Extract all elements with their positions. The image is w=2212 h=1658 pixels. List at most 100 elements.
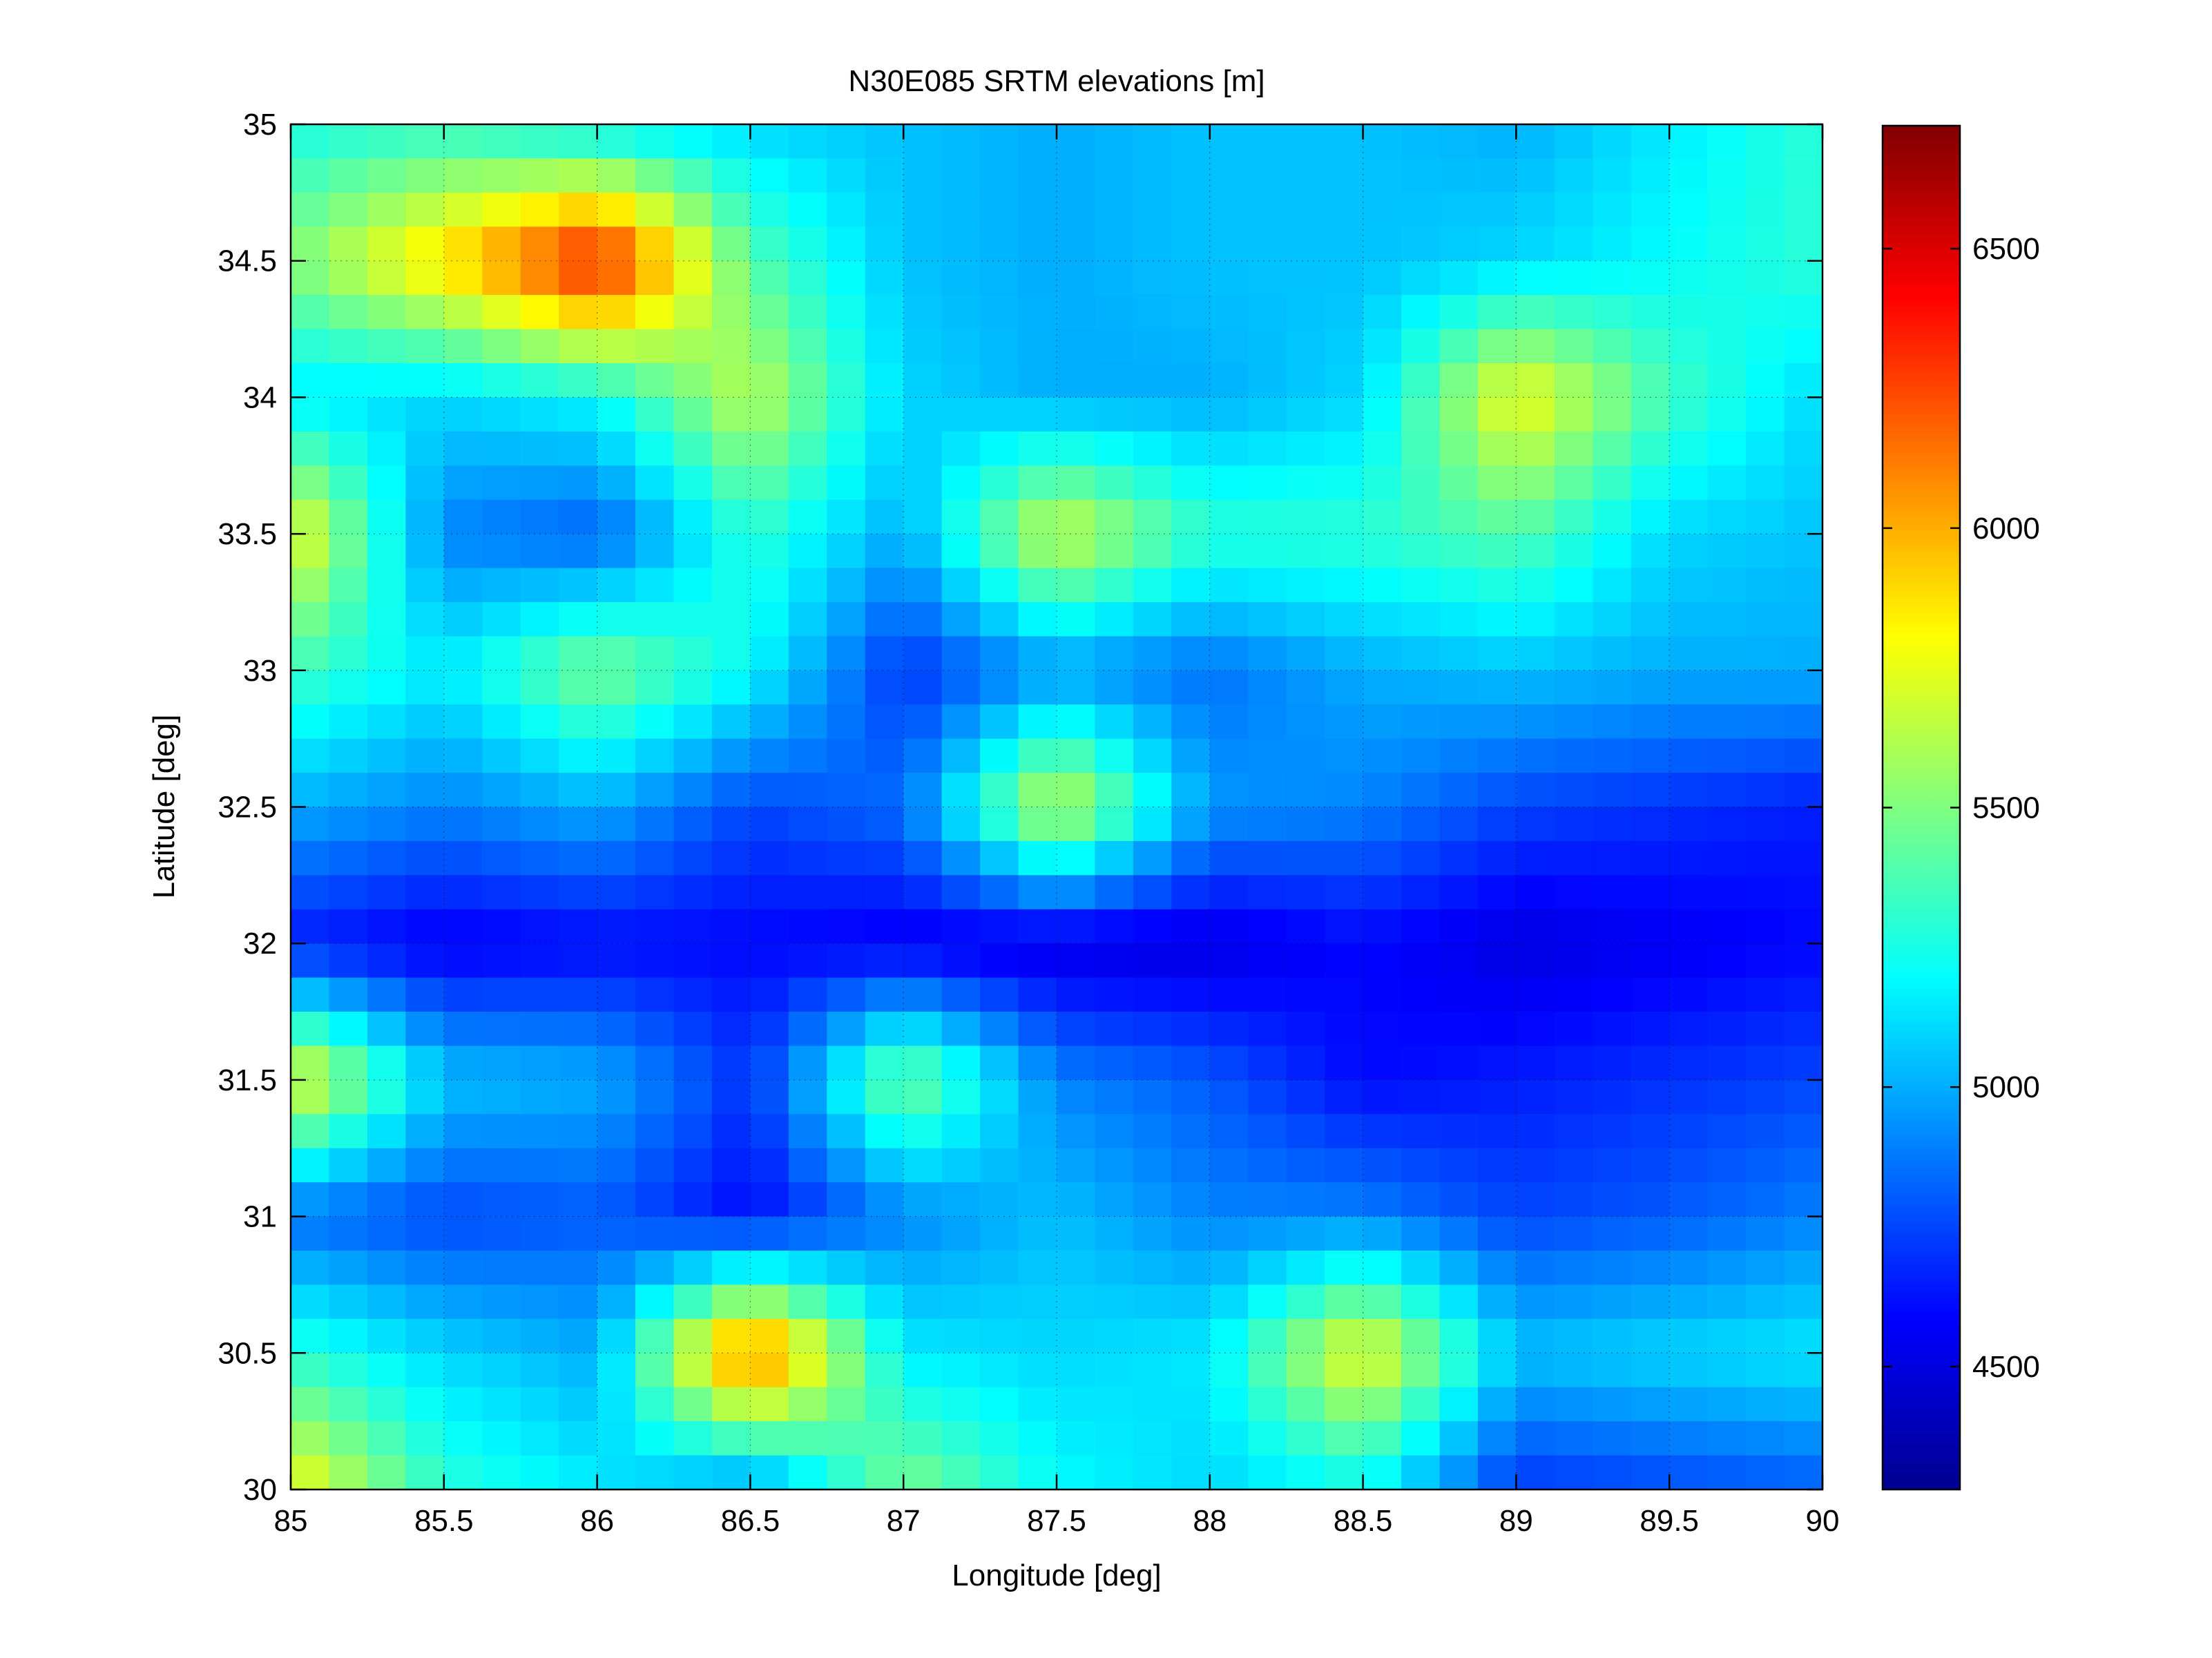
heatmap-cell: [520, 158, 559, 193]
y-tick-label: 35: [243, 108, 277, 142]
heatmap-cell: [1554, 329, 1593, 364]
colorbar-tick-label: 5500: [1972, 791, 2040, 825]
heatmap-cell: [1095, 1079, 1134, 1115]
heatmap-cell: [1669, 226, 1709, 262]
heatmap-cell: [1439, 1079, 1479, 1115]
heatmap-cell: [1171, 397, 1211, 432]
heatmap-cell: [1401, 807, 1441, 842]
heatmap-cell: [1707, 1148, 1747, 1183]
heatmap-cell: [903, 773, 943, 808]
heatmap-cell: [367, 1353, 406, 1388]
heatmap-cell: [1095, 1216, 1134, 1251]
heatmap-cell: [1477, 1148, 1517, 1183]
heatmap-cell: [711, 1148, 751, 1183]
heatmap-cell: [865, 1079, 904, 1115]
heatmap-cell: [941, 1387, 981, 1422]
heatmap-cell: [711, 1353, 751, 1388]
heatmap-cell: [1707, 1455, 1747, 1490]
heatmap-cell: [597, 431, 636, 466]
heatmap-cell: [1477, 636, 1517, 671]
heatmap-cell: [482, 329, 521, 364]
heatmap-cell: [673, 1421, 713, 1456]
heatmap-cell: [443, 1421, 483, 1456]
heatmap-cell: [1209, 295, 1249, 330]
heatmap-cell: [941, 1284, 981, 1320]
heatmap-cell: [711, 1079, 751, 1115]
heatmap-cell: [1401, 1182, 1441, 1217]
heatmap-cell: [635, 1353, 675, 1388]
heatmap-cell: [788, 704, 827, 740]
heatmap-cell: [903, 807, 943, 842]
heatmap-cell: [443, 499, 483, 534]
heatmap-cell: [443, 704, 483, 740]
heatmap-cell: [1018, 1148, 1057, 1183]
heatmap-cell: [1746, 807, 1785, 842]
heatmap-cell: [559, 158, 598, 193]
heatmap-cell: [520, 226, 559, 262]
heatmap-cell: [1057, 1114, 1096, 1149]
heatmap-cell: [1209, 840, 1249, 876]
heatmap-cell: [980, 807, 1019, 842]
heatmap-cell: [1095, 465, 1134, 501]
heatmap-cell: [520, 124, 559, 160]
heatmap-cell: [1516, 158, 1555, 193]
heatmap-cell: [1516, 1421, 1555, 1456]
heatmap-cell: [980, 363, 1019, 398]
heatmap-cell: [980, 568, 1019, 603]
heatmap-cell: [1746, 465, 1785, 501]
heatmap-cell: [1669, 568, 1709, 603]
heatmap-cell: [750, 704, 789, 740]
heatmap-cell: [1784, 1284, 1823, 1320]
heatmap-cell: [1516, 465, 1555, 501]
heatmap-cell: [1133, 1012, 1172, 1047]
heatmap-cell: [865, 568, 904, 603]
heatmap-cell: [482, 738, 521, 773]
heatmap-cell: [329, 534, 368, 569]
heatmap-cell: [788, 875, 827, 910]
heatmap-cell: [1439, 1148, 1479, 1183]
heatmap-cell: [1516, 1284, 1555, 1320]
colorbar: [1881, 124, 1961, 1491]
heatmap-cell: [482, 534, 521, 569]
heatmap-cell: [1171, 875, 1211, 910]
heatmap-cell: [1593, 704, 1632, 740]
heatmap-cell: [1631, 295, 1670, 330]
heatmap-cell: [1631, 943, 1670, 979]
heatmap-cell: [673, 773, 713, 808]
heatmap-cell: [827, 295, 866, 330]
heatmap-cell: [1554, 807, 1593, 842]
heatmap-cell: [1057, 363, 1096, 398]
heatmap-cell: [1669, 1045, 1709, 1081]
heatmap-cell: [635, 499, 675, 534]
heatmap-cell: [980, 704, 1019, 740]
heatmap-cell: [367, 977, 406, 1012]
heatmap-cell: [1516, 397, 1555, 432]
heatmap-cell: [1439, 363, 1479, 398]
heatmap-cell: [1209, 1012, 1249, 1047]
heatmap-cell: [1631, 840, 1670, 876]
heatmap-cell: [1707, 431, 1747, 466]
heatmap-cell: [711, 977, 751, 1012]
heatmap-cell: [1325, 670, 1364, 705]
heatmap-cell: [482, 295, 521, 330]
heatmap-cell: [1631, 363, 1670, 398]
heatmap-cell: [559, 1284, 598, 1320]
heatmap-cell: [750, 1216, 789, 1251]
heatmap-cell: [1707, 670, 1747, 705]
heatmap-cell: [1095, 773, 1134, 808]
heatmap-cell: [1439, 226, 1479, 262]
heatmap-cell: [291, 1114, 330, 1149]
heatmap-cell: [980, 192, 1019, 227]
heatmap-cell: [1286, 943, 1325, 979]
heatmap-cell: [1018, 1455, 1057, 1490]
heatmap-cell: [865, 943, 904, 979]
heatmap-cell: [1209, 124, 1249, 160]
heatmap-cell: [1439, 158, 1479, 193]
heatmap-cell: [443, 260, 483, 296]
heatmap-cell: [405, 363, 445, 398]
heatmap-cell: [1209, 875, 1249, 910]
heatmap-cell: [482, 431, 521, 466]
heatmap-cell: [1707, 295, 1747, 330]
heatmap-cell: [788, 158, 827, 193]
heatmap-cell: [520, 329, 559, 364]
